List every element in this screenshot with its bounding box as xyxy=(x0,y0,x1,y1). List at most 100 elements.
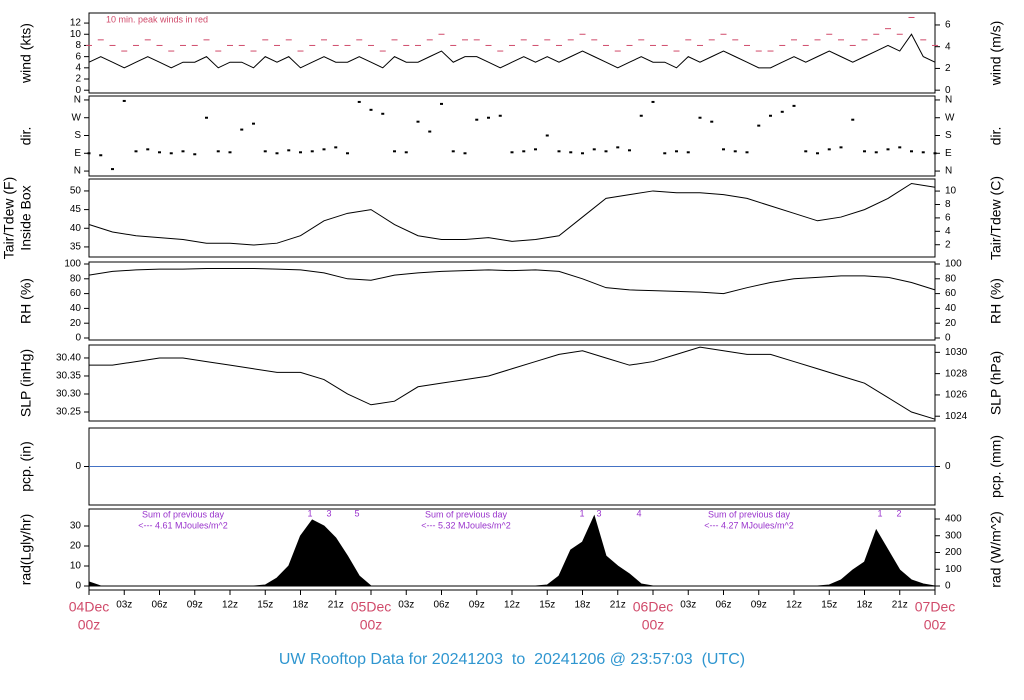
annotation: 5 xyxy=(354,508,359,518)
annotation: <--- 5.32 MJoules/m^2 xyxy=(421,520,511,530)
y-tick-label: 45 xyxy=(70,204,82,215)
y2-tick-label: 4 xyxy=(945,226,951,237)
point xyxy=(487,116,490,119)
day-hour-label: 00z xyxy=(78,617,101,633)
day-hour-label: 00z xyxy=(360,617,383,633)
annotation: 3 xyxy=(326,508,331,518)
point xyxy=(275,152,279,155)
point xyxy=(463,152,467,155)
panel-frame xyxy=(88,12,936,94)
point xyxy=(569,151,573,154)
point xyxy=(592,148,596,151)
y2-tick-label: 200 xyxy=(945,547,962,558)
point xyxy=(263,150,267,153)
line xyxy=(89,346,936,420)
day-hour-label: 00z xyxy=(924,617,947,633)
x-tick-label: 21z xyxy=(610,600,626,611)
point xyxy=(146,148,150,151)
point xyxy=(240,128,244,131)
y2-axis-label: SLP (hPa) xyxy=(988,351,1004,415)
y2-tick-label: 20 xyxy=(945,318,957,329)
y-tick-label: 4 xyxy=(75,62,81,73)
x-tick-label: 15z xyxy=(539,600,555,611)
point xyxy=(322,148,326,151)
y2-tick-label: 0 xyxy=(945,333,951,344)
y-axis-label: RH (%) xyxy=(18,278,34,324)
point xyxy=(510,151,514,154)
y2-tick-label: 2 xyxy=(945,63,951,74)
point xyxy=(651,100,655,103)
point xyxy=(780,110,784,113)
annotation: 1 xyxy=(579,508,584,518)
y2-tick-label: 1028 xyxy=(945,368,968,379)
y-tick-label: 0 xyxy=(75,581,81,592)
y2-tick-label: 40 xyxy=(945,303,957,314)
y-axis-label: SLP (inHg) xyxy=(18,349,34,417)
point xyxy=(205,116,208,119)
point xyxy=(921,151,925,154)
point xyxy=(111,168,114,171)
x-tick-label: 21z xyxy=(328,600,344,611)
annotation: <--- 4.61 MJoules/m^2 xyxy=(138,520,228,530)
point xyxy=(616,146,620,149)
line xyxy=(88,267,936,295)
y-tick-label: 2 xyxy=(75,74,81,85)
y-axis-label: pcp. (in) xyxy=(18,441,34,492)
y2-axis-label: wind (m/s) xyxy=(988,21,1004,87)
y2-tick-label: W xyxy=(945,112,955,123)
y-axis-label: rad(Lgly/hr) xyxy=(18,514,34,586)
y-tick-label: 40 xyxy=(70,223,82,234)
y-tick-label: W xyxy=(72,112,82,123)
x-tick-label: 12z xyxy=(222,600,238,611)
point xyxy=(393,150,396,153)
y-tick-label: 40 xyxy=(70,303,82,314)
x-tick-label: 06z xyxy=(715,600,731,611)
y-tick-label: 50 xyxy=(70,186,82,197)
x-tick-label: 15z xyxy=(257,600,273,611)
area xyxy=(88,514,936,587)
point xyxy=(134,150,138,153)
x-tick-label: 09z xyxy=(751,600,767,611)
point xyxy=(228,151,232,154)
point xyxy=(522,150,526,153)
x-tick-label: 15z xyxy=(821,600,837,611)
y-tick-label: 30.30 xyxy=(56,389,81,400)
y-tick-label: 10 xyxy=(70,29,82,40)
line xyxy=(88,33,936,69)
y2-tick-label: 100 xyxy=(945,564,962,575)
point xyxy=(381,112,385,115)
point xyxy=(874,151,878,154)
point xyxy=(663,152,667,155)
point xyxy=(839,146,843,149)
point xyxy=(534,148,537,151)
x-tick-label: 21z xyxy=(892,600,908,611)
point xyxy=(910,150,913,153)
point xyxy=(440,102,443,105)
point xyxy=(698,116,702,119)
y2-tick-label: E xyxy=(945,148,952,159)
y-tick-label: 12 xyxy=(70,18,82,29)
point xyxy=(299,151,302,154)
point xyxy=(545,134,549,137)
x-tick-label: 18z xyxy=(292,600,308,611)
y2-tick-label: 60 xyxy=(945,288,957,299)
point xyxy=(404,151,408,154)
day-label: 07Dec xyxy=(915,599,955,615)
point xyxy=(933,152,937,155)
y-tick-label: 80 xyxy=(70,273,82,284)
point xyxy=(169,152,173,155)
y2-axis-label: Tair/Tdew (C) xyxy=(988,176,1004,260)
annotation: Sum of previous day xyxy=(142,509,225,519)
y2-axis-label: dir. xyxy=(988,127,1004,146)
point xyxy=(216,150,220,153)
point xyxy=(557,150,561,153)
point xyxy=(346,152,349,155)
point xyxy=(886,148,890,151)
y-tick-label: N xyxy=(74,95,81,106)
panel-frame xyxy=(88,344,936,422)
point xyxy=(475,118,479,121)
y2-tick-label: 10 xyxy=(945,186,957,197)
y2-tick-label: 1024 xyxy=(945,411,968,422)
day-label: 06Dec xyxy=(633,599,673,615)
